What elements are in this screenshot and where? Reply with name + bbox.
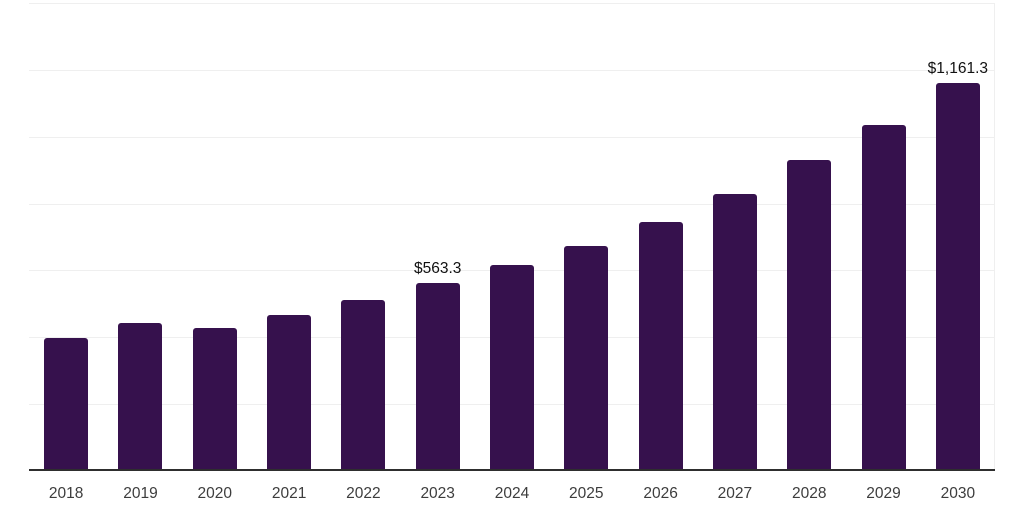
x-tick-2019: 2019 — [123, 485, 158, 502]
bar-2022 — [341, 299, 386, 471]
data-label-2030: $1,161.3 — [927, 60, 989, 78]
bar-2025 — [564, 246, 609, 471]
bar-2029 — [861, 124, 906, 471]
bar-2023 — [415, 282, 460, 471]
gridline-1400 — [29, 3, 995, 4]
x-axis-line — [29, 469, 995, 471]
x-tick-2025: 2025 — [569, 485, 604, 502]
plot-right-border — [994, 3, 995, 471]
bar-2030 — [935, 82, 980, 471]
x-tick-2026: 2026 — [643, 485, 678, 502]
bar-2026 — [638, 222, 683, 471]
x-tick-2021: 2021 — [271, 485, 307, 502]
bar-2028 — [787, 160, 832, 471]
bar-2021 — [267, 315, 312, 471]
x-tick-2023: 2023 — [420, 485, 455, 502]
x-tick-2022: 2022 — [346, 485, 381, 502]
bar-2024 — [490, 265, 534, 471]
data-label-2023: $563.3 — [413, 260, 462, 278]
x-tick-2028: 2028 — [791, 485, 827, 502]
x-tick-2029: 2029 — [866, 485, 901, 502]
plot-area: $563.3 $1,161.3 — [29, 3, 995, 471]
x-tick-2027: 2027 — [717, 485, 753, 502]
bar-2027 — [712, 193, 757, 471]
x-tick-2030: 2030 — [940, 485, 976, 502]
bar-2020 — [192, 327, 237, 471]
gridline-1000 — [29, 136, 995, 138]
gridline-800 — [29, 203, 995, 205]
gridline-1200 — [29, 69, 995, 71]
bar-2018 — [44, 338, 89, 471]
x-tick-2018: 2018 — [48, 485, 84, 502]
bar-2019 — [118, 322, 163, 471]
x-tick-2020: 2020 — [197, 485, 232, 502]
x-tick-2024: 2024 — [494, 485, 530, 502]
